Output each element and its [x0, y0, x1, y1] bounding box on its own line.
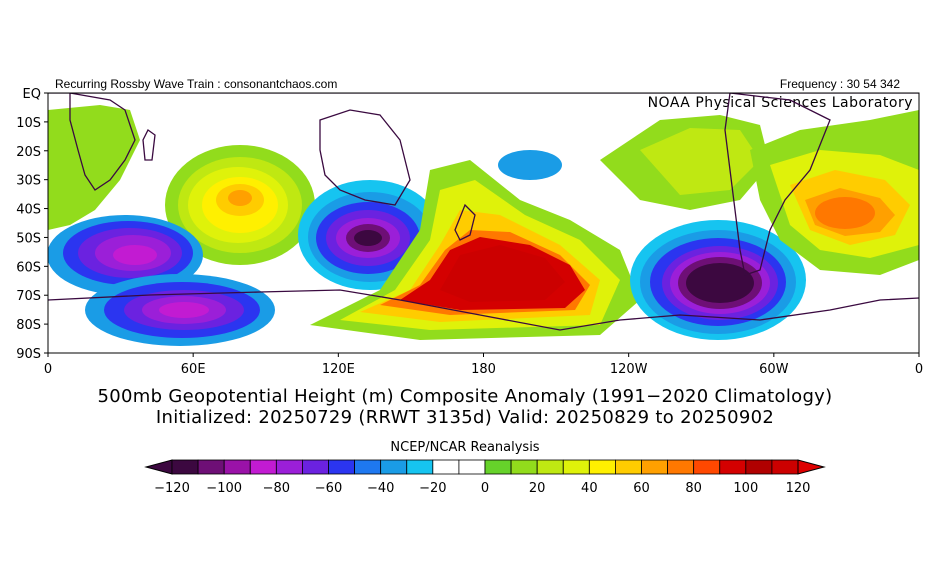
header-frequency-text: Frequency : 30 54 342	[779, 77, 900, 91]
anomaly-south-pacific-positive	[310, 160, 640, 340]
anomaly-indian-ocean-positive	[165, 145, 315, 265]
coastlines	[48, 93, 919, 331]
lat-label: 60S	[16, 260, 41, 275]
lon-label: 120E	[322, 362, 355, 377]
lat-label: 80S	[16, 318, 41, 333]
lat-label: 10S	[16, 116, 41, 131]
antarctica-outline	[48, 289, 919, 331]
lon-label: 60E	[181, 362, 206, 377]
lat-label: 90S	[16, 347, 41, 362]
source-label: NCEP/NCAR Reanalysis	[390, 440, 540, 455]
lat-label: 30S	[16, 174, 41, 189]
anomaly-south-australia-negative	[298, 180, 442, 290]
lat-label: 50S	[16, 231, 41, 246]
new-zealand-outline	[454, 203, 476, 241]
south-america-outline	[724, 93, 831, 276]
anomaly-south-atlantic-60w-positive	[750, 110, 919, 275]
australia-outline	[319, 109, 411, 206]
title-line-2: Initialized: 20250729 (RRWT 3135d) Valid…	[155, 407, 775, 428]
lab-credit: NOAA Physical Sciences Laboratory	[647, 95, 913, 111]
lat-label: 20S	[16, 145, 41, 160]
lon-label: 180	[471, 362, 496, 377]
madagascar-outline	[142, 129, 156, 161]
latitude-axis: EQ 10S 20S 30S 40S 50S 60S 70S 80S 90S	[16, 87, 48, 362]
lat-label: EQ	[23, 87, 41, 102]
lon-label: 60W	[759, 362, 789, 377]
anomaly-subtropical-pacific-positive	[600, 115, 770, 210]
title-line-1: 500mb Geopotential Height (m) Composite …	[97, 386, 833, 407]
header-source-text: Recurring Rossby Wave Train : consonantc…	[55, 77, 338, 91]
anomaly-antarctic-60e-negative	[85, 274, 275, 346]
anomaly-south-atlantic-positive	[48, 105, 140, 230]
lon-label: 120W	[610, 362, 648, 377]
lon-label: 0	[44, 362, 52, 377]
map-area	[48, 93, 919, 346]
longitude-axis: 0 60E 120E 180 120W 60W 0	[44, 353, 923, 377]
lon-label: 0	[915, 362, 923, 377]
lat-label: 40S	[16, 203, 41, 218]
anomaly-se-pacific-negative	[630, 220, 806, 340]
lat-label: 70S	[16, 289, 41, 304]
africa-outline	[69, 93, 136, 191]
anomaly-central-pacific-negative	[498, 150, 562, 180]
